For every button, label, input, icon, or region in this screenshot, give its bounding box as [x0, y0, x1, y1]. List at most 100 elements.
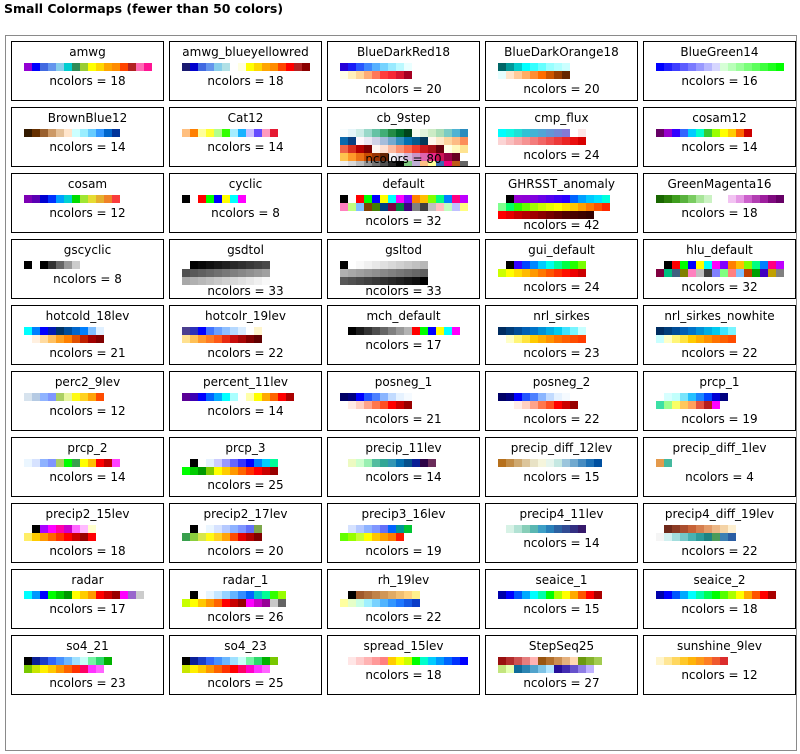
color-swatch — [680, 533, 688, 541]
color-swatch — [104, 63, 112, 71]
color-swatch — [578, 335, 586, 343]
color-swatch — [720, 63, 728, 71]
color-swatch — [64, 63, 72, 71]
color-swatch — [720, 129, 728, 137]
color-swatch — [372, 327, 380, 335]
colormap-name: hlu_default — [686, 243, 753, 257]
ncolors-label: ncolors = 25 — [207, 676, 284, 690]
color-swatch — [380, 657, 388, 665]
color-swatch — [562, 327, 570, 335]
colormap-name: gsdtol — [227, 243, 264, 257]
color-swatch — [420, 153, 428, 161]
color-swatch — [238, 129, 246, 137]
page-title: Small Colormaps (fewer than 50 colors) — [4, 1, 284, 16]
color-swatch — [530, 195, 538, 203]
ncolors-label: ncolors = 19 — [365, 544, 442, 558]
color-swatch — [182, 269, 190, 277]
color-swatch — [56, 335, 64, 343]
color-swatch — [40, 261, 48, 269]
color-swatch — [230, 335, 238, 343]
colormap-name: seaice_2 — [693, 573, 746, 587]
colormap-name: precip2_15lev — [45, 507, 130, 521]
color-swatch — [72, 393, 80, 401]
colormap-name: amwg_blueyellowred — [182, 45, 309, 59]
color-swatch — [412, 393, 420, 401]
color-swatch — [198, 277, 206, 285]
color-swatch — [570, 261, 578, 269]
color-swatch — [664, 401, 672, 409]
color-swatch — [436, 327, 444, 335]
color-swatch — [696, 63, 704, 71]
color-swatch — [356, 161, 364, 166]
color-swatch — [270, 129, 278, 137]
color-swatch — [680, 393, 688, 401]
color-swatch — [238, 533, 246, 541]
color-swatch — [206, 277, 214, 285]
ncolors-label: ncolors = 14 — [207, 404, 284, 418]
color-swatch — [262, 63, 270, 71]
color-swatch — [498, 401, 506, 409]
color-swatch — [388, 63, 396, 71]
color-swatch — [388, 657, 396, 665]
color-swatch — [396, 261, 404, 269]
color-swatch — [506, 665, 514, 673]
color-swatch — [198, 63, 206, 71]
color-swatch — [530, 401, 538, 409]
color-swatch — [356, 129, 364, 137]
color-swatch — [88, 327, 96, 335]
color-swatch — [48, 327, 56, 335]
color-swatch — [562, 195, 570, 203]
color-swatch — [80, 393, 88, 401]
color-swatch — [112, 459, 120, 467]
colormap-cell: cmp_flux ncolors = 24 — [485, 107, 638, 167]
color-swatch — [570, 525, 578, 533]
color-swatch — [412, 137, 420, 145]
color-swatch — [656, 657, 664, 665]
color-swatch — [372, 145, 380, 153]
color-swatch — [238, 277, 246, 285]
color-swatch — [340, 153, 348, 161]
color-swatch — [578, 261, 586, 269]
color-swatch — [538, 459, 546, 467]
color-swatch — [32, 335, 40, 343]
color-swatch — [340, 129, 348, 137]
colormap-name: mch_default — [366, 309, 441, 323]
color-swatch — [396, 393, 404, 401]
color-swatch — [286, 393, 294, 401]
ncolors-label: ncolors = 19 — [681, 412, 758, 426]
color-swatch — [594, 459, 602, 467]
color-swatch — [570, 657, 578, 665]
colormap-name: hotcold_18lev — [45, 309, 130, 323]
color-swatch — [546, 261, 554, 269]
color-swatch — [182, 525, 190, 533]
color-swatch — [356, 195, 364, 203]
color-swatch — [594, 657, 602, 665]
color-swatch — [656, 533, 664, 541]
color-swatch — [340, 269, 348, 277]
color-swatch — [364, 63, 372, 71]
color-swatch — [444, 327, 452, 335]
color-swatch — [570, 129, 578, 137]
color-swatch — [230, 665, 238, 673]
color-swatch — [88, 533, 96, 541]
color-swatch — [444, 161, 452, 166]
color-swatch — [460, 137, 468, 145]
colormap-name: so4_21 — [66, 639, 109, 653]
color-swatch — [522, 393, 530, 401]
color-swatch — [664, 195, 672, 203]
color-swatch — [562, 335, 570, 343]
color-swatch — [262, 591, 270, 599]
colormap-name: gscyclic — [63, 243, 112, 257]
color-swatch — [704, 63, 712, 71]
color-swatch — [554, 393, 562, 401]
colormap-cell: prcp_3 ncolors = 25 — [169, 437, 322, 497]
color-swatch — [380, 525, 388, 533]
ncolors-label: ncolors = 12 — [681, 668, 758, 682]
color-swatch — [672, 129, 680, 137]
color-swatch — [514, 261, 522, 269]
color-swatch — [396, 71, 404, 79]
color-swatch — [230, 129, 238, 137]
color-swatch — [32, 665, 40, 673]
color-swatch — [498, 525, 506, 533]
color-swatch — [688, 525, 696, 533]
